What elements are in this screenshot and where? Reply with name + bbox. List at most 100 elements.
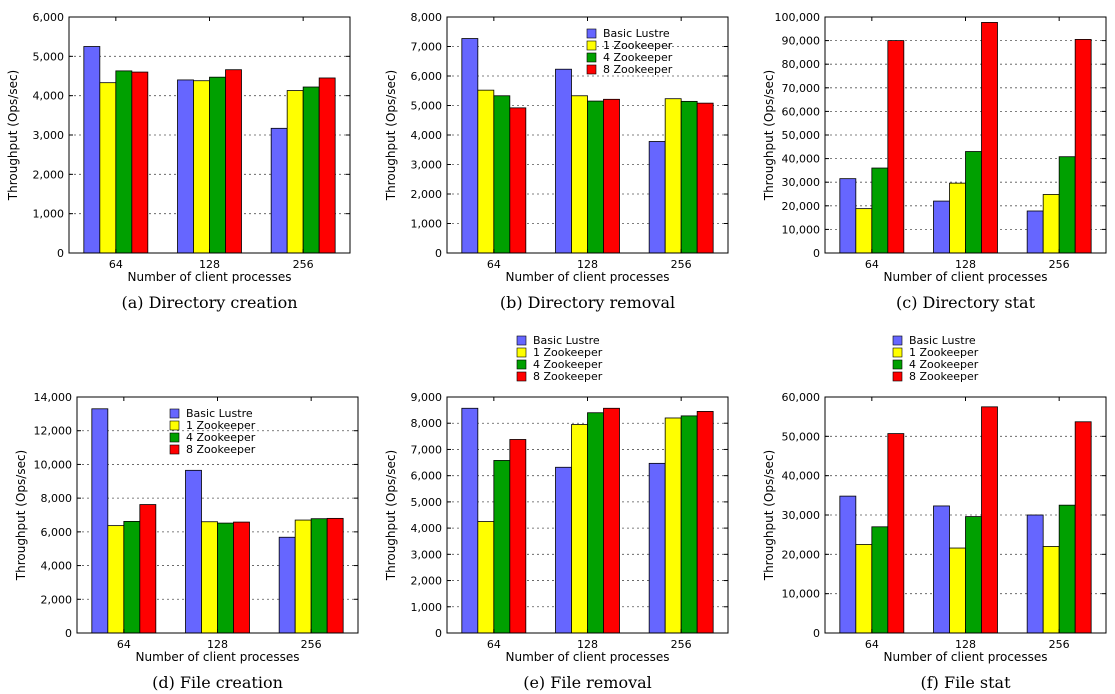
x-tick-label: 64 [865, 258, 879, 271]
y-tick-label: 0 [813, 627, 820, 640]
y-tick-label: 0 [435, 247, 442, 260]
x-tick-label: 256 [671, 638, 692, 651]
y-tick-label: 30,000 [782, 509, 821, 522]
y-tick-label: 60,000 [782, 391, 821, 404]
legend-swatch [892, 347, 903, 358]
bar-basic-lustre-256 [1026, 514, 1044, 634]
bar-basic-lustre-128 [185, 469, 202, 634]
bar-4-zookeeper-64 [123, 521, 141, 634]
y-tick-label: 5,000 [411, 496, 443, 509]
chart-panel-5: 0 1,000 2,000 3,000 4,000 5,000 6,000 7,000 8,00… [384, 334, 729, 692]
bar-basic-lustre-256 [648, 462, 666, 634]
y-tick-label: 3,000 [33, 129, 65, 142]
legend-swatch [586, 28, 597, 39]
bar-basic-lustre-64 [461, 407, 479, 634]
y-tick-label: 90,000 [782, 35, 821, 48]
legend-label: 4 Zookeeper [186, 431, 256, 444]
bar-8-zookeeper-64 [131, 71, 149, 254]
y-tick-label: 10,000 [34, 458, 73, 471]
bar-4-zookeeper-64 [871, 167, 889, 254]
bar-1-zookeeper-128 [571, 424, 588, 634]
x-tick-label: 128 [577, 638, 598, 651]
legend-label: 1 Zookeeper [186, 419, 256, 432]
legend-label: Basic Lustre [909, 334, 976, 347]
bar-basic-lustre-256 [1026, 210, 1044, 254]
bar-4-zookeeper-256 [310, 518, 328, 634]
plot-frame [68, 16, 351, 254]
bar-1-zookeeper-256 [286, 90, 304, 254]
y-tick-label: 8,000 [411, 417, 443, 430]
legend-swatch [516, 335, 527, 346]
y-tick-label: 4,000 [33, 90, 65, 103]
y-tick-label: 12,000 [34, 425, 73, 438]
legend-label: Basic Lustre [603, 27, 670, 40]
bar-8-zookeeper-64 [887, 40, 905, 254]
bar-basic-lustre-256 [270, 127, 288, 254]
legend-swatch [516, 359, 527, 370]
legend-label: 8 Zookeeper [533, 370, 603, 383]
y-tick-label: 6,000 [411, 470, 443, 483]
bar-1-zookeeper-64 [855, 208, 873, 254]
y-tick-label: 0 [65, 627, 72, 640]
bar-4-zookeeper-128 [587, 100, 604, 254]
x-tick-label: 128 [577, 258, 598, 271]
y-tick-label: 6,000 [411, 70, 443, 83]
legend-swatch [169, 444, 180, 455]
bar-4-zookeeper-64 [493, 460, 511, 634]
chart-panel-4: 0 2,000 4,000 6,000 8,000 10,000 12,000 14,000 6… [14, 391, 359, 692]
legend-swatch [586, 64, 597, 75]
y-tick-label: 3,000 [411, 159, 443, 172]
legend-swatch [586, 40, 597, 51]
y-tick-label: 0 [813, 247, 820, 260]
bar-1-zookeeper-256 [664, 417, 682, 634]
plot-frame [76, 396, 359, 634]
y-tick-label: 8,000 [41, 492, 73, 505]
y-tick-label: 3,000 [411, 548, 443, 561]
y-tick-label: 7,000 [411, 443, 443, 456]
bar-8-zookeeper-128 [981, 406, 998, 634]
bar-1-zookeeper-128 [193, 80, 210, 254]
y-tick-label: 20,000 [782, 200, 821, 213]
bar-1-zookeeper-256 [1042, 194, 1060, 254]
bar-8-zookeeper-128 [233, 521, 250, 634]
bar-basic-lustre-64 [839, 178, 857, 254]
y-tick-label: 2,000 [411, 188, 443, 201]
bar-basic-lustre-128 [555, 68, 572, 254]
legend-swatch [892, 371, 903, 382]
bar-4-zookeeper-256 [680, 100, 698, 254]
y-tick-label: 1,000 [33, 208, 65, 221]
legend-label: 1 Zookeeper [603, 39, 673, 52]
bar-basic-lustre-64 [91, 408, 109, 634]
x-tick-label: 256 [301, 638, 322, 651]
y-axis-label: Throughput (Ops/sec) [6, 70, 20, 201]
y-tick-label: 1,000 [411, 218, 443, 231]
x-tick-label: 128 [207, 638, 228, 651]
bar-8-zookeeper-256 [318, 77, 336, 254]
x-tick-label: 128 [955, 638, 976, 651]
y-tick-label: 2,000 [411, 575, 443, 588]
bar-4-zookeeper-128 [217, 522, 234, 634]
legend-swatch [169, 432, 180, 443]
legend-label: 8 Zookeeper [603, 63, 673, 76]
bar-8-zookeeper-64 [139, 504, 157, 634]
y-tick-label: 4,000 [41, 560, 73, 573]
y-tick-label: 10,000 [782, 588, 821, 601]
bar-8-zookeeper-64 [509, 107, 527, 254]
legend-swatch [516, 347, 527, 358]
bar-4-zookeeper-64 [115, 70, 133, 254]
bar-8-zookeeper-256 [1074, 39, 1092, 254]
y-tick-label: 1,000 [411, 601, 443, 614]
bar-basic-lustre-128 [555, 466, 572, 634]
legend-label: Basic Lustre [533, 334, 600, 347]
bar-1-zookeeper-64 [99, 82, 117, 254]
x-tick-label: 256 [293, 258, 314, 271]
x-tick-label: 64 [117, 638, 131, 651]
bar-1-zookeeper-128 [949, 547, 966, 634]
y-tick-label: 50,000 [782, 430, 821, 443]
bar-8-zookeeper-256 [326, 517, 344, 634]
y-axis-label: Throughput (Ops/sec) [762, 450, 776, 581]
bar-4-zookeeper-256 [1058, 156, 1076, 254]
legend-swatch [892, 335, 903, 346]
